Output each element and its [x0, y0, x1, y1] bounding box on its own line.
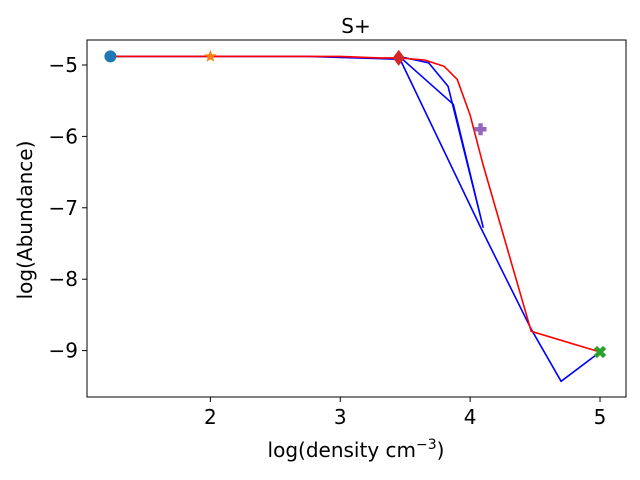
x-tick-label: 2 — [204, 405, 217, 429]
y-axis-label: log(Abundance) — [13, 141, 37, 300]
plot-area — [104, 49, 607, 383]
x-tick-label: 5 — [594, 405, 607, 429]
y-tick-label: −8 — [49, 267, 78, 291]
chart-title: S+ — [341, 14, 370, 38]
series-line-1 — [110, 55, 601, 383]
y-tick-label: −6 — [49, 124, 78, 148]
marker-x-shape — [593, 345, 607, 359]
y-tick-label: −5 — [49, 53, 78, 77]
marker-x-filled — [593, 345, 607, 359]
series-line-2 — [110, 55, 601, 353]
marker-plus-filled — [474, 123, 487, 136]
x-axis-label-superscript: −3 — [416, 437, 437, 453]
marker-circle — [104, 50, 117, 63]
marker-star — [204, 49, 217, 62]
x-tick-label: 3 — [334, 405, 347, 429]
x-axis-label-end: ) — [437, 438, 445, 462]
y-axis-ticks: −5 −6 −7 −8 −9 — [49, 53, 87, 363]
marker-diamond — [392, 49, 405, 66]
y-tick-label: −7 — [49, 196, 78, 220]
x-axis-ticks: 2 3 4 5 — [204, 397, 606, 429]
plot-frame — [86, 39, 627, 398]
x-tick-label: 4 — [464, 405, 477, 429]
x-axis-label: log(density cm−3) — [268, 437, 445, 462]
y-tick-label: −9 — [49, 339, 78, 363]
